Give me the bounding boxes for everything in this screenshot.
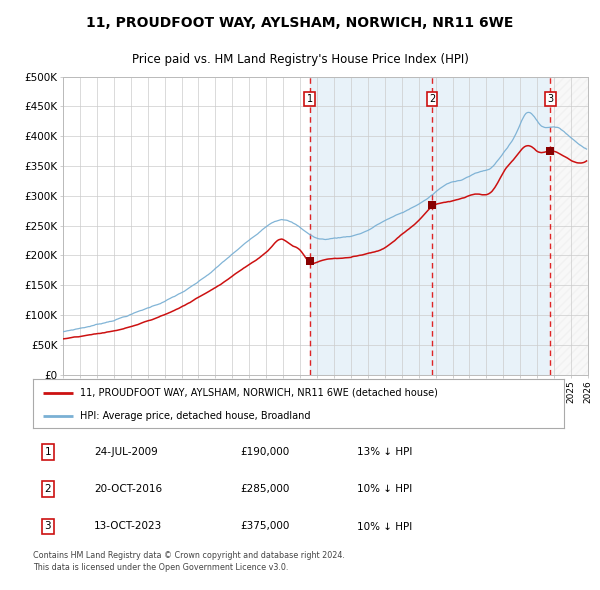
Bar [550,77,588,375]
Text: 2: 2 [429,94,436,104]
Text: 13% ↓ HPI: 13% ↓ HPI [357,447,412,457]
Text: 10% ↓ HPI: 10% ↓ HPI [357,484,412,494]
Text: 11, PROUDFOOT WAY, AYLSHAM, NORWICH, NR11 6WE (detached house): 11, PROUDFOOT WAY, AYLSHAM, NORWICH, NR1… [80,388,437,398]
Text: 10% ↓ HPI: 10% ↓ HPI [357,522,412,532]
Text: HPI: Average price, detached house, Broadland: HPI: Average price, detached house, Broa… [80,411,310,421]
Text: 3: 3 [44,522,51,532]
Text: £375,000: £375,000 [240,522,289,532]
Text: 13-OCT-2023: 13-OCT-2023 [94,522,163,532]
Text: £190,000: £190,000 [240,447,289,457]
Text: Contains HM Land Registry data © Crown copyright and database right 2024.
This d: Contains HM Land Registry data © Crown c… [33,550,345,572]
Text: 1: 1 [307,94,313,104]
Text: 3: 3 [547,94,553,104]
Text: 1: 1 [44,447,51,457]
Text: 24-JUL-2009: 24-JUL-2009 [94,447,158,457]
Text: 2: 2 [44,484,51,494]
Text: Price paid vs. HM Land Registry's House Price Index (HPI): Price paid vs. HM Land Registry's House … [131,53,469,66]
Text: 20-OCT-2016: 20-OCT-2016 [94,484,162,494]
Text: 11, PROUDFOOT WAY, AYLSHAM, NORWICH, NR11 6WE: 11, PROUDFOOT WAY, AYLSHAM, NORWICH, NR1… [86,17,514,30]
Text: £285,000: £285,000 [240,484,289,494]
Bar [310,77,550,375]
Bar [550,77,588,375]
